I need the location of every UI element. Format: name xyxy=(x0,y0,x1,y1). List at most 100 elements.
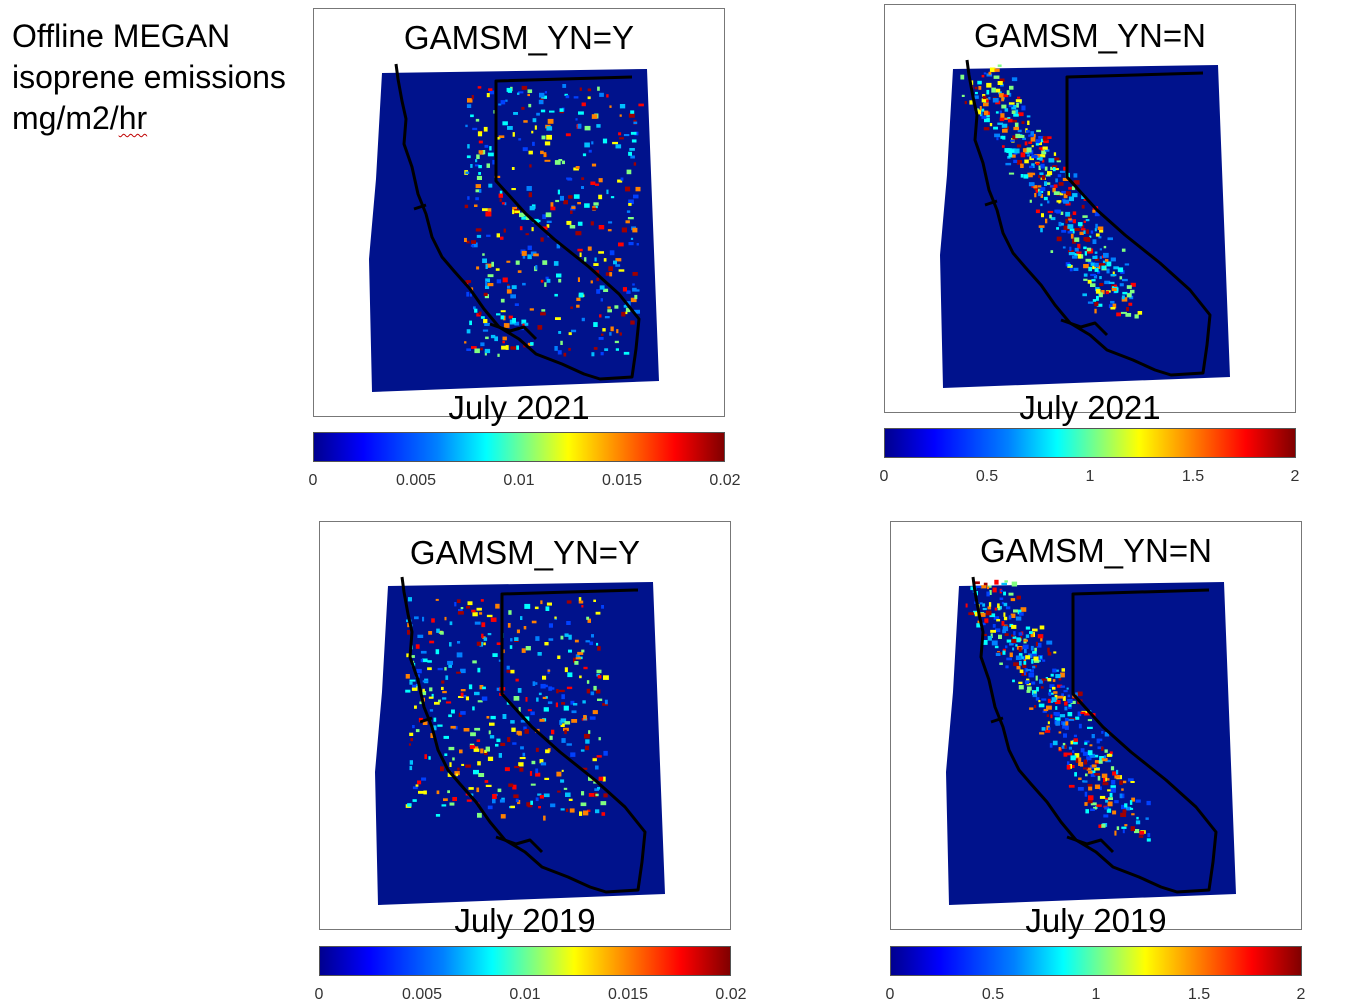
emission-cell xyxy=(444,667,447,671)
emission-cell xyxy=(1048,727,1051,731)
emission-cell xyxy=(600,352,604,356)
emission-cell xyxy=(1087,261,1093,264)
emission-cell xyxy=(1091,770,1096,774)
emission-cell xyxy=(571,206,576,209)
emission-cell xyxy=(482,686,486,690)
emission-cell xyxy=(1025,655,1031,660)
emission-cell xyxy=(1080,224,1085,228)
emission-cell xyxy=(1047,210,1054,213)
colorbar-tick: 0 xyxy=(879,468,889,485)
emission-cell xyxy=(514,637,519,641)
emission-cell xyxy=(1122,829,1125,834)
coastline xyxy=(984,199,1109,337)
emission-cell xyxy=(1052,740,1058,746)
emission-cell xyxy=(1018,632,1023,636)
emission-cell xyxy=(492,794,497,799)
emission-cell xyxy=(1004,633,1009,636)
emission-cell xyxy=(486,614,493,618)
emission-cell xyxy=(481,622,486,628)
emission-cell xyxy=(1059,714,1066,718)
emission-cell xyxy=(621,227,627,233)
emission-cell xyxy=(1120,812,1127,817)
emission-cell xyxy=(563,705,569,711)
emission-cell xyxy=(626,290,631,294)
emission-cell xyxy=(420,658,423,663)
emission-cell xyxy=(1085,258,1092,262)
emission-cell xyxy=(473,769,479,775)
emission-cell xyxy=(1041,150,1047,155)
emission-cell xyxy=(1108,304,1113,309)
emission-cell xyxy=(1126,285,1132,289)
emission-cell xyxy=(515,798,519,803)
emission-cell xyxy=(561,694,565,700)
emission-cell xyxy=(1053,152,1057,156)
emission-cell xyxy=(635,289,640,292)
emission-cell xyxy=(1048,692,1054,695)
emission-cell xyxy=(492,799,496,804)
emission-cell xyxy=(1107,789,1111,792)
emission-cell xyxy=(1122,278,1128,282)
emission-cell xyxy=(1012,679,1015,683)
emission-cell xyxy=(527,254,532,260)
emission-cell xyxy=(1069,266,1073,272)
emission-cell xyxy=(1114,800,1119,804)
emission-cell xyxy=(1026,683,1031,686)
emission-cell xyxy=(520,719,526,723)
emission-cell xyxy=(535,682,538,685)
emission-cell xyxy=(1058,221,1062,227)
emission-cell xyxy=(522,282,526,286)
emission-cell xyxy=(448,664,452,668)
emission-cell xyxy=(520,616,523,620)
emission-cell xyxy=(1030,669,1034,673)
emission-cell xyxy=(1074,753,1080,758)
emission-cell xyxy=(630,320,635,325)
emission-cell xyxy=(524,729,529,734)
emission-cell xyxy=(457,641,461,644)
emission-cell xyxy=(596,642,599,646)
emission-cell xyxy=(1040,228,1043,233)
emission-cell xyxy=(510,294,516,299)
emission-cell xyxy=(481,633,484,638)
emission-cell xyxy=(554,346,558,351)
emission-cell xyxy=(530,783,536,786)
emission-cell xyxy=(473,746,479,749)
emission-cell xyxy=(1104,777,1107,782)
emission-cell xyxy=(496,738,501,743)
emission-cell xyxy=(456,599,461,603)
emission-cell xyxy=(535,797,539,802)
emission-cell xyxy=(510,669,515,674)
emission-cell xyxy=(609,332,612,336)
emission-cell xyxy=(447,773,453,777)
emission-cell xyxy=(470,114,474,118)
emission-cell xyxy=(607,306,611,309)
emission-cell xyxy=(469,745,475,749)
emission-cell xyxy=(496,687,500,691)
emission-cell xyxy=(575,654,580,659)
emission-cell xyxy=(968,612,974,616)
emission-cell xyxy=(469,293,472,297)
emission-cell xyxy=(550,202,554,208)
emission-cell xyxy=(1103,814,1109,818)
emission-cell xyxy=(1003,94,1009,98)
emission-cell xyxy=(500,814,506,819)
emission-cell xyxy=(616,329,619,334)
emission-cell xyxy=(551,687,555,690)
emission-cell xyxy=(1109,751,1113,755)
colorbar-tick: 0.5 xyxy=(975,468,999,485)
emission-cell xyxy=(1011,105,1017,110)
emission-cell xyxy=(1135,820,1141,825)
emission-cell xyxy=(1041,727,1046,731)
emission-cell xyxy=(429,687,433,692)
emission-cell xyxy=(1023,655,1027,660)
emission-cell xyxy=(586,616,590,620)
emission-cell xyxy=(407,803,412,807)
emission-cell xyxy=(1038,142,1042,146)
emission-cell xyxy=(1082,751,1089,756)
emission-cell xyxy=(1035,697,1040,701)
emission-cell xyxy=(1070,700,1076,704)
emission-cell xyxy=(992,624,996,628)
emission-cell xyxy=(485,336,489,340)
emission-cell xyxy=(519,767,524,772)
emission-cell xyxy=(595,611,601,615)
emission-cell xyxy=(560,340,563,345)
